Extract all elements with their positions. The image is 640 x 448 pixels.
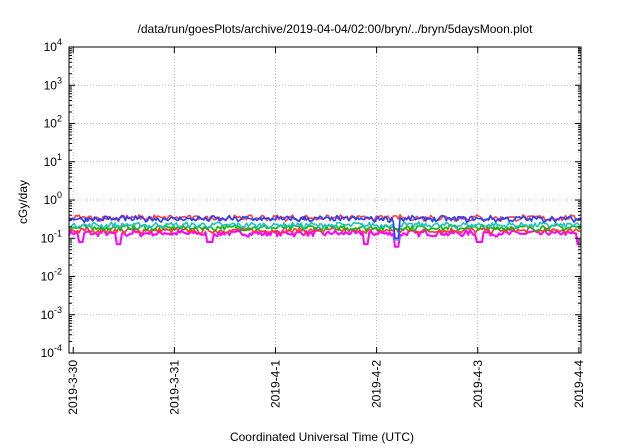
y-tick-label: 103 — [44, 75, 62, 92]
x-axis-label: Coordinated Universal Time (UTC) — [230, 430, 414, 444]
x-tick-label: 2019-4-4 — [572, 360, 586, 408]
y-tick-label: 102 — [44, 114, 62, 131]
y-tick-label: 100 — [44, 190, 62, 207]
y-tick-label: 10-2 — [41, 267, 62, 284]
x-tick-label: 2019-3-30 — [66, 360, 80, 415]
chart-title: /data/run/goesPlots/archive/2019-04-04/0… — [138, 22, 534, 36]
series-line — [68, 228, 581, 248]
x-tick-label: 2019-4-3 — [471, 360, 485, 408]
x-tick-label: 2019-4-1 — [268, 360, 282, 408]
y-axis-label: cGy/day — [16, 180, 30, 224]
series-line — [68, 214, 582, 240]
y-tick-label: 10-1 — [41, 228, 62, 245]
y-tick-label: 10-3 — [41, 305, 62, 322]
y-tick-label: 10-4 — [41, 343, 62, 360]
y-tick-label: 101 — [44, 152, 62, 169]
series-group — [68, 213, 582, 248]
x-tick-label: 2019-3-31 — [167, 360, 181, 415]
grid — [69, 46, 581, 354]
x-tick-label: 2019-4-2 — [370, 360, 384, 408]
y-tick-label: 104 — [44, 37, 62, 54]
tick-group: 10-4 10-3 10-2 10-1 100 101 102 103 104 2019-3-30… — [41, 37, 586, 415]
